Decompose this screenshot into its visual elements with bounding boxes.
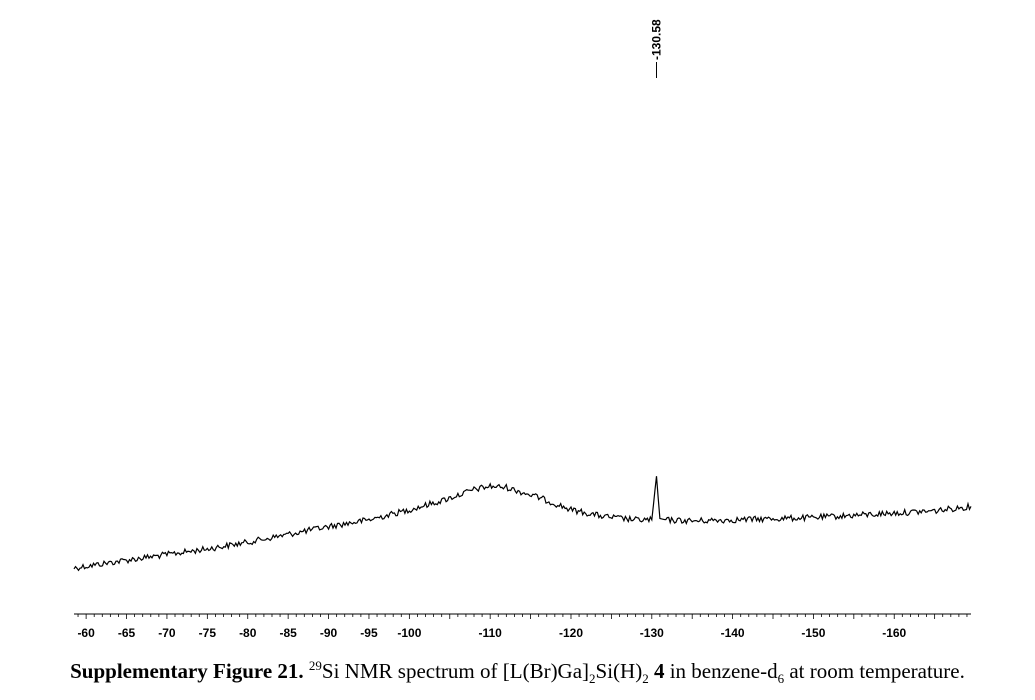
nmr-spectrum-chart: -130.58 -60 -65 -70 -75 -80 -85 -90 -95 -100 -110… — [73, 19, 972, 640]
caption-sub-b: 2 — [642, 671, 649, 687]
tick-label: -110 — [478, 626, 502, 640]
tick-label: -60 — [77, 626, 95, 640]
caption-text-d: at room temperature. — [784, 659, 965, 683]
spectrum-line — [73, 476, 972, 572]
tick-label: -80 — [239, 626, 257, 640]
tick-label: -90 — [320, 626, 338, 640]
figure-caption: Supplementary Figure 21. 29Si NMR spectr… — [0, 658, 1035, 687]
caption-sub-c: 6 — [777, 671, 785, 687]
caption-sub-a: 2 — [589, 671, 596, 687]
peak-annotations: -130.58 — [649, 19, 663, 78]
caption-text-b: Si(H) — [595, 659, 643, 683]
tick-label: -150 — [801, 626, 825, 640]
tick-label: -65 — [118, 626, 136, 640]
x-axis: -60 -65 -70 -75 -80 -85 -90 -95 -100 -110 -120 -130… — [74, 613, 971, 640]
tick-label: -70 — [158, 626, 176, 640]
tick-label: -130 — [640, 626, 664, 640]
tick-label: -120 — [559, 626, 583, 640]
tick-label: -75 — [199, 626, 217, 640]
tick-label: -140 — [721, 626, 745, 640]
caption-compound: 4 — [653, 659, 665, 683]
caption-superscript: 29 — [308, 658, 322, 673]
caption-text-c: in benzene-d — [664, 659, 778, 683]
peak-label: -130.58 — [649, 19, 663, 60]
caption-text-a: Si NMR spectrum of [L(Br)Ga] — [321, 659, 590, 683]
x-axis-tick-labels: -60 -65 -70 -75 -80 -85 -90 -95 -100 -110 -120 -130… — [77, 626, 906, 640]
tick-label: -100 — [397, 626, 421, 640]
caption-label: Supplementary Figure 21. — [70, 659, 304, 683]
tick-label: -85 — [279, 626, 297, 640]
tick-label: -160 — [882, 626, 906, 640]
tick-label: -95 — [360, 626, 378, 640]
x-axis-ticks — [77, 614, 968, 619]
